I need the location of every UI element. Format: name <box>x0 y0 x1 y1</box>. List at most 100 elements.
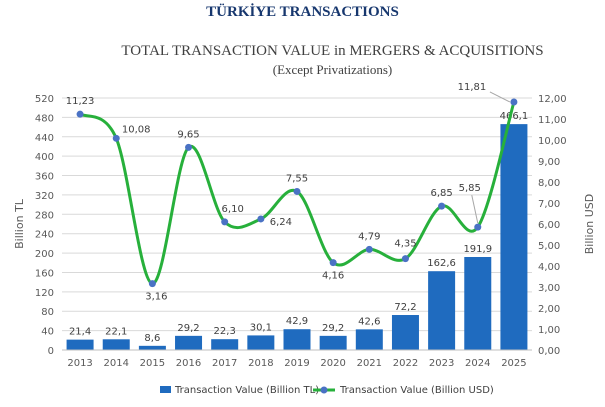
usd-point-marker <box>438 202 446 210</box>
usd-point-marker <box>257 215 265 223</box>
usd-value-label: 3,16 <box>145 292 167 303</box>
x-tick-label: 2016 <box>176 358 201 369</box>
usd-point-marker <box>112 134 120 142</box>
y-right-tick-label: 11,00 <box>538 115 567 126</box>
bar <box>464 257 492 350</box>
y-right-tick-label: 6,00 <box>538 220 560 231</box>
usd-value-label: 10,08 <box>122 124 151 135</box>
y-left-tick-label: 280 <box>35 210 54 221</box>
y-right-tick-label: 7,00 <box>538 199 560 210</box>
y-right-axis-label: Billion USD <box>583 194 596 254</box>
bar <box>66 339 94 350</box>
y-left-tick-label: 120 <box>35 288 54 299</box>
bar <box>355 329 383 350</box>
bar-value-label: 72,2 <box>394 302 416 313</box>
usd-point-marker <box>401 255 409 263</box>
bar <box>391 315 419 350</box>
usd-point-marker <box>76 110 84 118</box>
bar <box>319 335 347 350</box>
y-left-tick-label: 520 <box>35 94 54 105</box>
y-right-tick-label: 0,00 <box>538 346 560 357</box>
bar-value-label: 29,2 <box>177 323 199 334</box>
usd-point-marker <box>474 223 482 231</box>
usd-point-marker <box>185 143 193 151</box>
usd-value-label: 6,85 <box>430 188 452 199</box>
bar-value-label: 42,9 <box>286 316 308 327</box>
bar <box>500 124 528 351</box>
bar-value-label: 21,4 <box>69 327 91 338</box>
bar-value-label: 466,1 <box>500 111 529 122</box>
x-tick-label: 2019 <box>284 358 309 369</box>
y-right-tick-label: 1,00 <box>538 325 560 336</box>
bar <box>138 345 166 350</box>
y-left-tick-label: 400 <box>35 152 54 163</box>
y-left-tick-label: 480 <box>35 113 54 124</box>
y-left-axis-label: Billion TL <box>13 198 26 249</box>
y-right-tick-label: 12,00 <box>538 94 567 105</box>
usd-value-label: 4,16 <box>322 271 344 282</box>
y-right-tick-label: 5,00 <box>538 241 560 252</box>
y-right-tick-label: 2,00 <box>538 304 560 315</box>
x-tick-label: 2022 <box>393 358 418 369</box>
usd-value-label: 4,35 <box>394 239 416 250</box>
y-left-tick-label: 240 <box>35 230 54 241</box>
x-tick-label: 2020 <box>320 358 345 369</box>
y-left-tick-label: 160 <box>35 268 54 279</box>
bar-value-label: 191,9 <box>463 244 492 255</box>
y-left-tick-label: 0 <box>48 346 54 357</box>
bar-value-label: 8,6 <box>144 333 160 344</box>
usd-value-label: 11,23 <box>66 96 95 107</box>
bar <box>428 271 456 350</box>
bar <box>283 329 311 350</box>
y-right-tick-label: 9,00 <box>538 157 560 168</box>
x-tick-label: 2015 <box>140 358 165 369</box>
y-left-tick-label: 320 <box>35 191 54 202</box>
x-tick-label: 2023 <box>429 358 454 369</box>
y-left-tick-label: 200 <box>35 249 54 260</box>
bar-value-label: 42,6 <box>358 316 380 327</box>
bar <box>211 339 239 350</box>
legend-label-tl: Transaction Value (Billion TL) <box>174 385 319 396</box>
usd-value-label: 9,65 <box>177 129 199 140</box>
usd-point-marker <box>329 259 337 267</box>
y-right-tick-label: 10,00 <box>538 136 567 147</box>
y-left-tick-label: 80 <box>41 307 54 318</box>
chart-subtitle: (Except Privatizations) <box>272 62 393 77</box>
usd-value-label: 4,79 <box>358 231 380 242</box>
x-tick-label: 2025 <box>501 358 526 369</box>
bar-value-label: 22,1 <box>105 326 127 337</box>
usd-point-marker <box>148 280 156 288</box>
x-tick-label: 2013 <box>67 358 92 369</box>
leader-line <box>471 195 479 224</box>
y-left-tick-label: 440 <box>35 133 54 144</box>
y-right-tick-label: 4,00 <box>538 262 560 273</box>
x-tick-label: 2021 <box>357 358 382 369</box>
usd-point-marker <box>221 218 229 226</box>
usd-value-label: 7,55 <box>286 173 308 184</box>
y-left-tick-label: 360 <box>35 172 54 183</box>
legend-label-usd: Transaction Value (Billion USD) <box>339 385 494 396</box>
legend-swatch-tl <box>160 386 171 393</box>
usd-point-marker <box>510 98 518 106</box>
y-left-tick-label: 40 <box>41 327 54 338</box>
legend-swatch-usd-marker <box>320 386 328 394</box>
usd-value-label: 11,81 <box>458 82 487 93</box>
bar <box>175 335 203 350</box>
page-title: TÜRKİYE TRANSACTIONS <box>206 4 399 20</box>
usd-value-label: 6,10 <box>222 204 244 215</box>
x-tick-label: 2017 <box>212 358 237 369</box>
bar <box>247 335 275 350</box>
bar-value-label: 162,6 <box>427 258 456 269</box>
usd-point-marker <box>365 245 373 253</box>
chart-title: TOTAL TRANSACTION VALUE in MERGERS & ACQ… <box>121 43 544 59</box>
usd-value-label: 5,85 <box>459 183 481 194</box>
y-right-tick-label: 3,00 <box>538 283 560 294</box>
bar-value-label: 22,3 <box>214 326 236 337</box>
x-tick-label: 2014 <box>104 358 129 369</box>
bar <box>102 339 130 350</box>
x-tick-label: 2024 <box>465 358 490 369</box>
y-right-tick-label: 8,00 <box>538 178 560 189</box>
usd-value-label: 6,24 <box>270 217 292 228</box>
